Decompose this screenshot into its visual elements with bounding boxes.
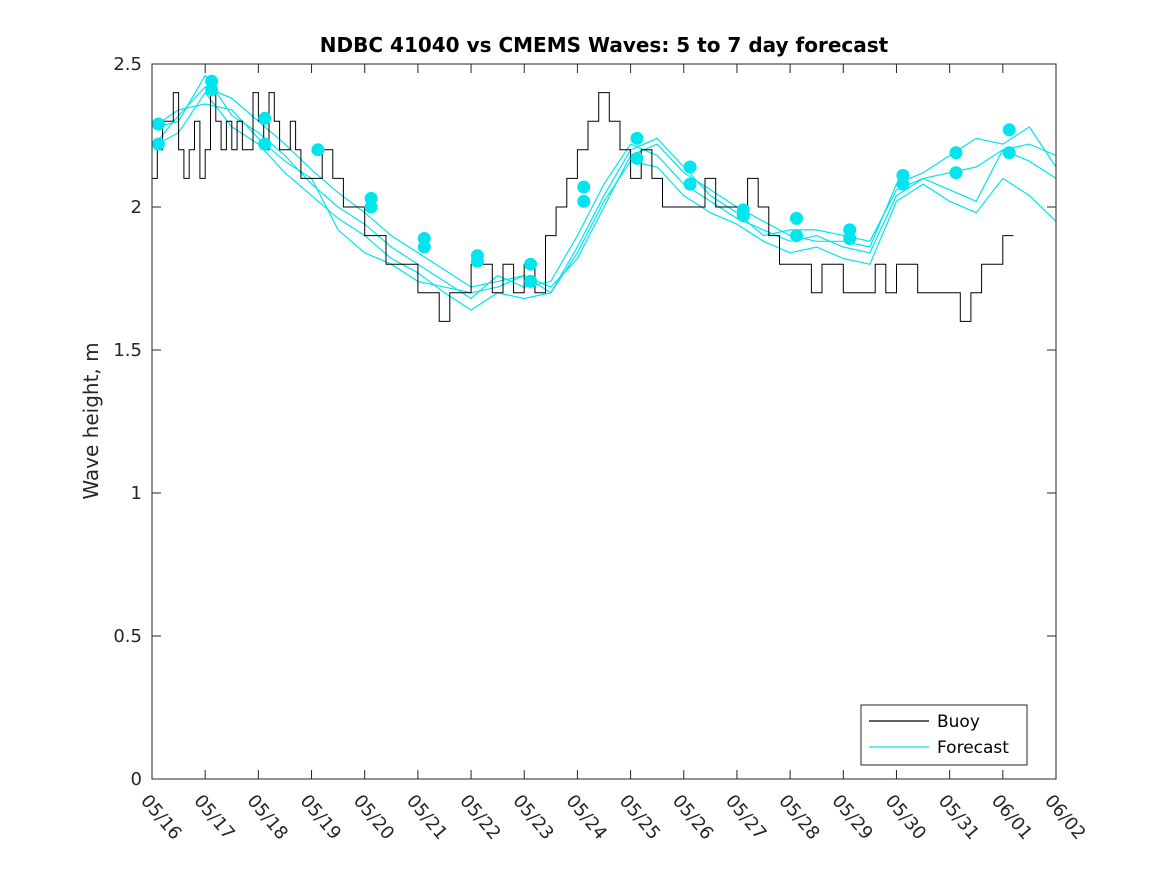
y-tick-label: 1 — [131, 483, 142, 504]
forecast-marker — [630, 151, 644, 165]
forecast-marker — [843, 232, 857, 245]
series-layer — [151, 74, 1057, 322]
y-axis-label: Wave height, m — [79, 342, 103, 499]
legend-forecast-label: Forecast — [937, 738, 1009, 758]
forecast-marker — [151, 117, 165, 131]
forecast-marker — [896, 177, 910, 191]
forecast-marker — [258, 137, 272, 151]
forecast-marker — [417, 240, 431, 254]
forecast-marker — [364, 200, 378, 214]
forecast-marker — [258, 111, 272, 125]
forecast-marker — [1002, 123, 1016, 137]
forecast-marker — [311, 143, 325, 157]
forecast-marker — [151, 137, 165, 151]
forecast-marker — [577, 180, 591, 194]
axes-box — [151, 63, 1057, 780]
y-tick-label: 0.5 — [113, 626, 142, 647]
y-tick-label: 1.5 — [113, 340, 142, 361]
forecast-marker — [630, 131, 644, 145]
legend-buoy-label: Buoy — [937, 712, 980, 732]
legend-box — [860, 704, 1028, 766]
y-tick-label: 0 — [131, 769, 142, 790]
forecast-marker — [790, 229, 803, 243]
forecast-marker — [790, 211, 803, 225]
forecast-line-3 — [157, 91, 1057, 311]
forecast-marker — [470, 254, 484, 268]
forecast-marker — [683, 177, 697, 191]
forecast-marker — [577, 194, 591, 208]
forecast-marker — [524, 274, 538, 288]
buoy-line — [152, 92, 1014, 322]
y-tick-label: 2.5 — [113, 54, 142, 75]
chart-title: NDBC 41040 vs CMEMS Waves: 5 to 7 day fo… — [320, 33, 889, 57]
forecast-marker — [949, 146, 963, 160]
legend: Buoy Forecast — [860, 704, 1028, 766]
forecast-marker — [683, 160, 697, 174]
forecast-marker — [736, 209, 750, 223]
forecast-marker — [205, 83, 219, 97]
forecast-marker — [949, 166, 963, 180]
forecast-marker — [524, 257, 538, 271]
plot-area — [152, 64, 1056, 779]
y-tick-label: 2 — [131, 197, 142, 218]
forecast-marker — [1002, 146, 1016, 160]
